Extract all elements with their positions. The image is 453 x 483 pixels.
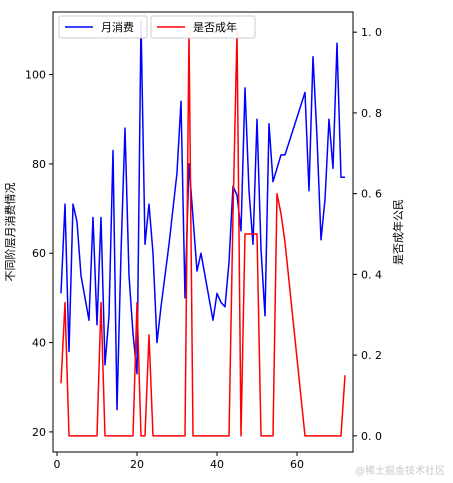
x-tick-label: 20 (130, 458, 144, 471)
y-left-tick-label: 100 (25, 69, 46, 82)
x-tick-label: 60 (290, 458, 304, 471)
y-left-tick-label: 20 (32, 426, 46, 439)
y-right-axis-title: 是否成年公民 (391, 199, 405, 265)
y-right-tick-label: 0. 4 (361, 268, 382, 281)
y-left-tick-label: 60 (32, 247, 46, 260)
y-right-tick-label: 0. 6 (361, 188, 382, 201)
y-right-tick-label: 1. 0 (361, 26, 382, 39)
plot-frame (52, 11, 354, 453)
y-right-tick-label: 0. 2 (361, 349, 382, 362)
y-left-axis-title: 不同阶层月消费情况 (3, 183, 17, 282)
legend-label: 是否成年 (193, 20, 237, 34)
plot-area: 0 20 40 60 20 40 60 80 100 0. 0 0. 2 0. 4 0. 6 0. 8 1.… (3, 11, 405, 471)
legend-label: 月消费 (101, 20, 134, 34)
legend-box (150, 15, 256, 39)
y-right-tick-label: 0. 0 (361, 430, 382, 443)
x-tick-label: 40 (210, 458, 224, 471)
watermark: @稀土掘金技术社区 (355, 466, 445, 477)
series-line-is-adult (60, 31, 346, 437)
y-right-tick-label: 0. 8 (361, 107, 382, 120)
legend-box (58, 15, 148, 39)
series-line-monthly-spend (60, 20, 345, 411)
x-tick-label: 0 (54, 458, 61, 471)
y-left-tick-label: 80 (32, 158, 46, 171)
y-left-tick-label: 40 (32, 337, 46, 350)
